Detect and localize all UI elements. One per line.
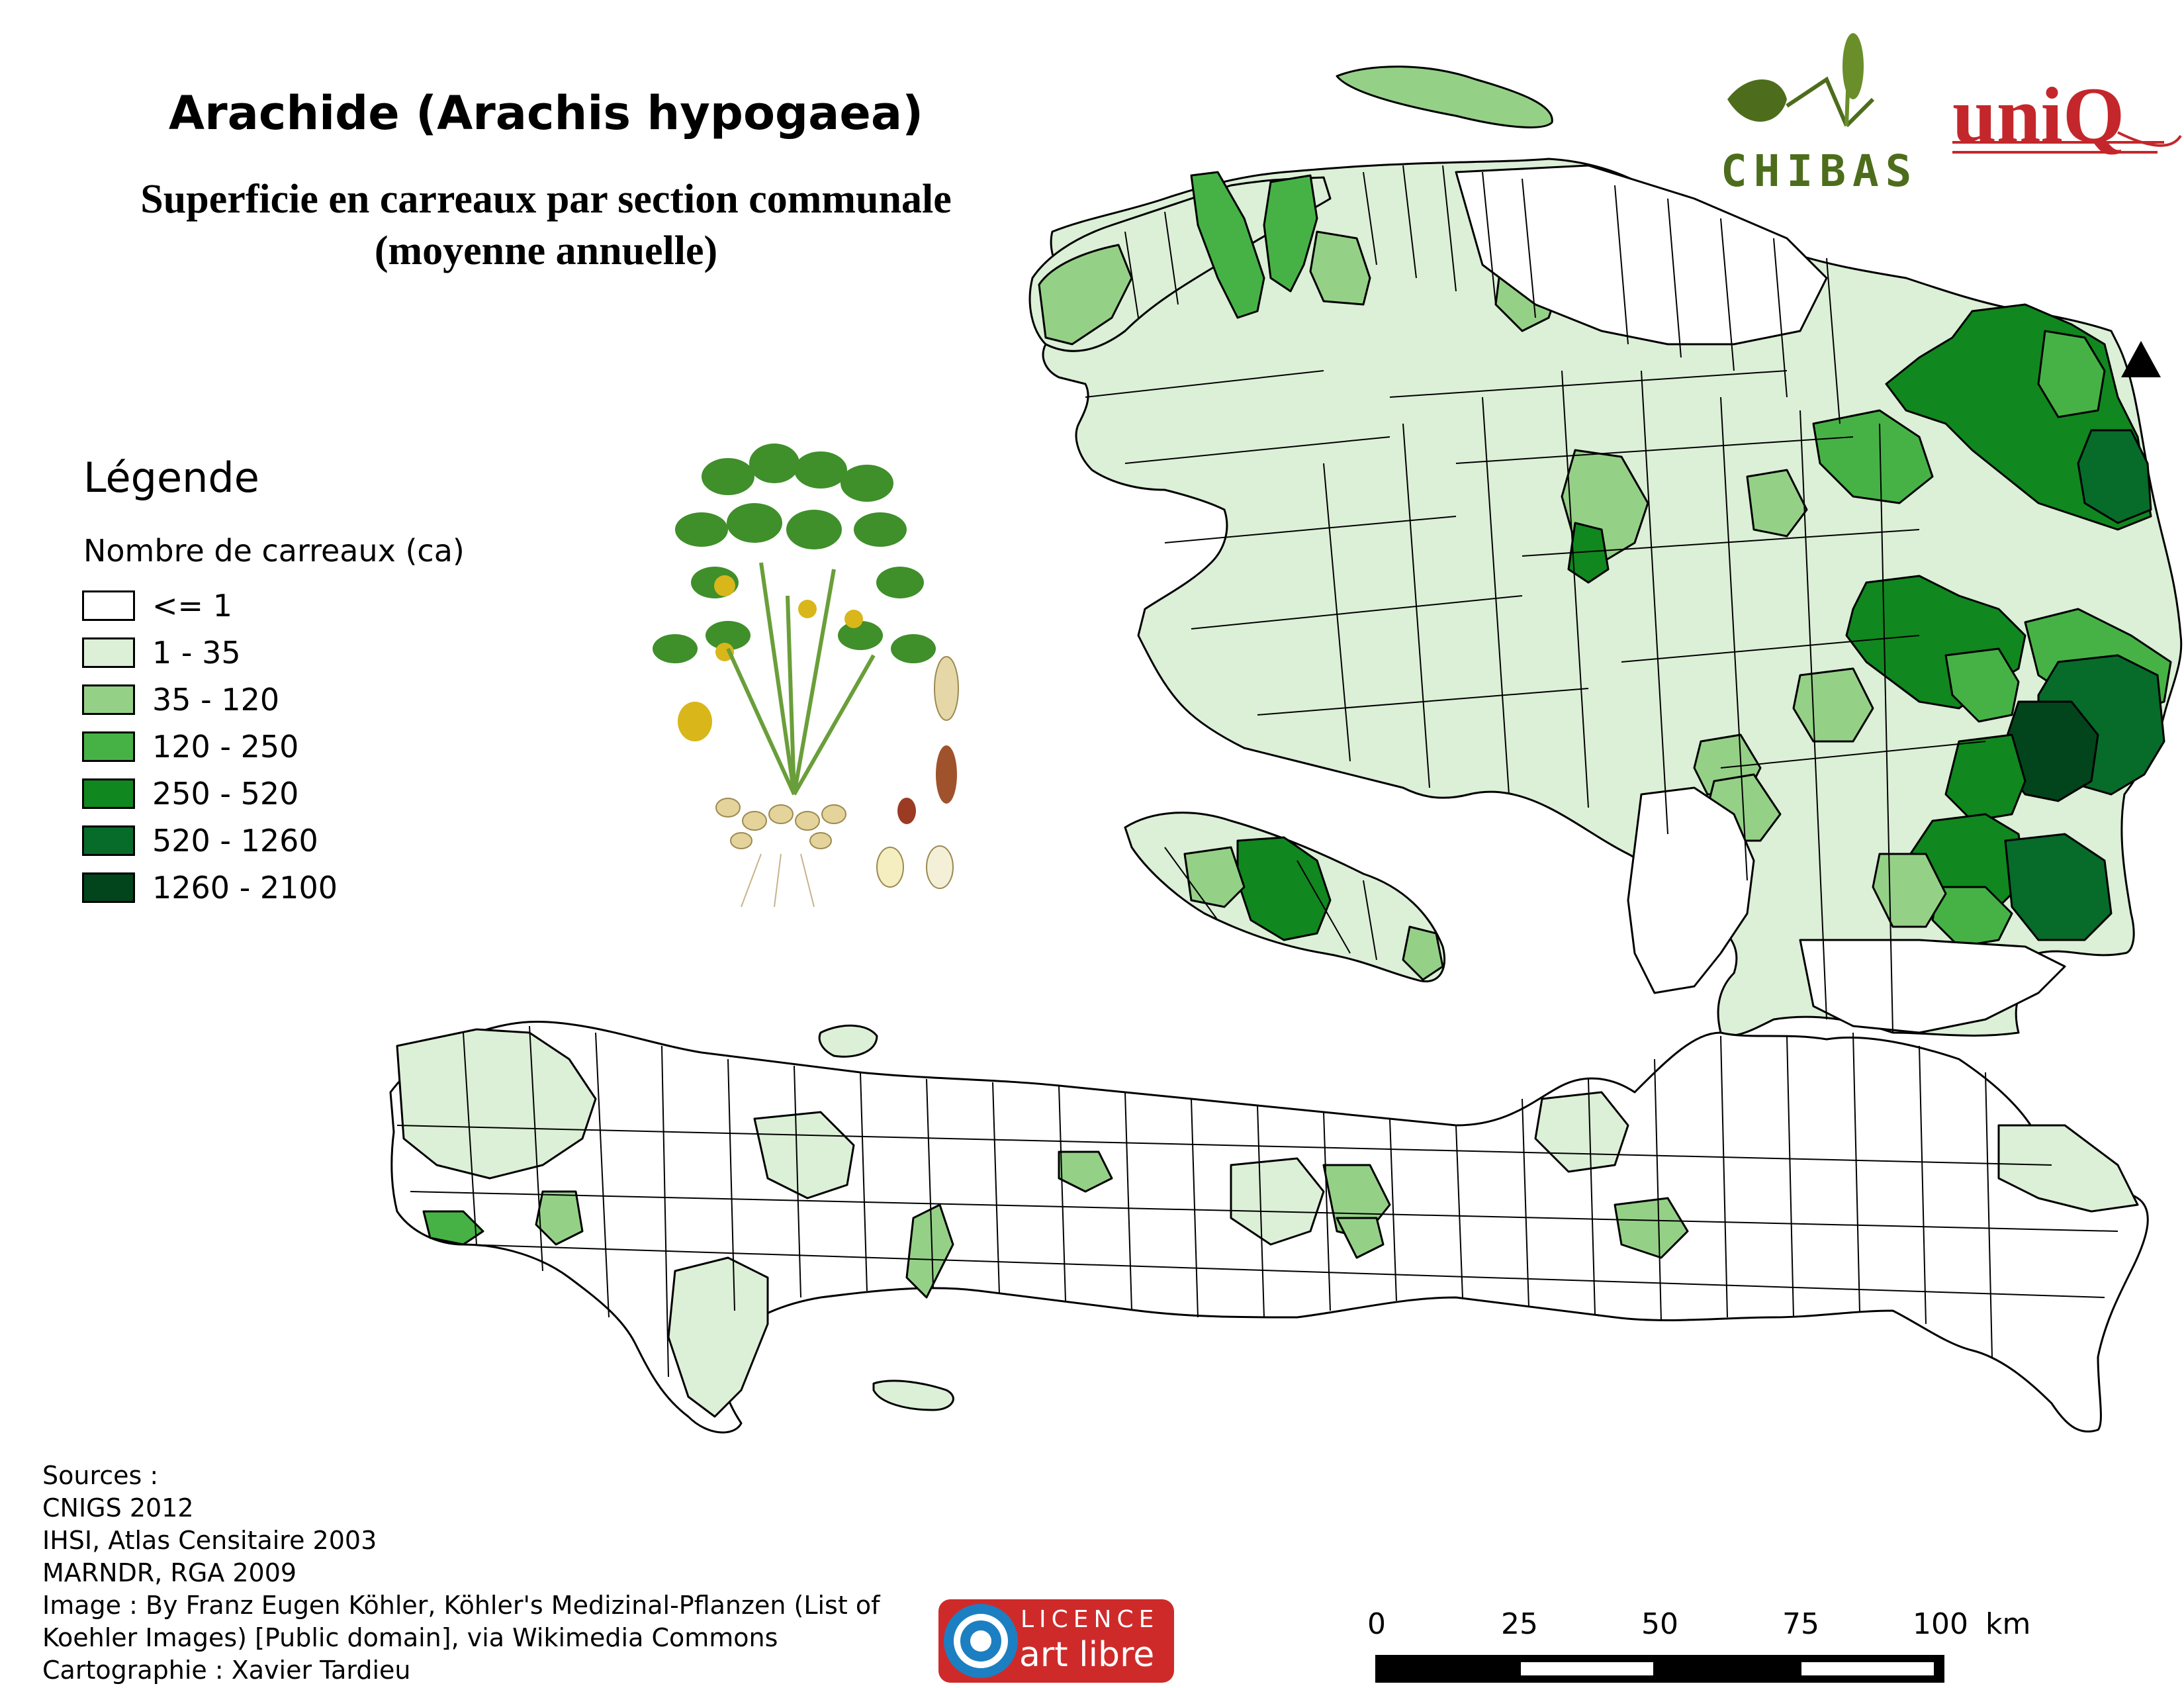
map-title: Arachide (Arachis hypogaea) [168, 86, 924, 140]
northwest-left [1038, 244, 1133, 346]
northeast-light-1 [2037, 330, 2106, 418]
peanut-plant-illustration [653, 444, 959, 908]
subtitle-line-2: (moyenne annuelle) [374, 228, 718, 273]
scale-tick-label: 50 [1641, 1607, 1678, 1641]
central-plateau-south-4 [1931, 886, 2013, 948]
map-subtitle: Superficie en carreaux par section commu… [0, 173, 1092, 277]
legend-title: Légende [83, 453, 259, 502]
northeast-dark-1 [2077, 429, 2152, 524]
northwest-strip-3 [1309, 230, 1371, 306]
far-east-light [1997, 1124, 2139, 1213]
legend-item: 250 - 520 [82, 776, 299, 812]
scale-bar [1375, 1655, 1944, 1683]
sources-line: Cartographie : Xavier Tardieu [42, 1656, 411, 1685]
tortuga-island [1336, 66, 1553, 128]
west-white [1627, 786, 1755, 994]
legend-item: 120 - 250 [82, 729, 299, 765]
northeast-band [1812, 409, 1934, 504]
legend-label: 1 - 35 [152, 635, 241, 671]
south-east-light [1534, 1091, 1629, 1173]
legend-item: <= 1 [82, 588, 232, 624]
legend-label: 1260 - 2100 [152, 870, 338, 906]
scale-tick-label: 75 [1782, 1607, 1819, 1641]
scale-unit: km [1985, 1607, 2031, 1641]
chibas-logo [1727, 33, 1875, 128]
uniq-logo-text: uniQ [1952, 71, 2125, 159]
legend-swatch [82, 684, 135, 715]
cayemites-island [818, 1024, 878, 1058]
uniq-logo-underline [1952, 131, 2182, 154]
central-plateau-east-2 [1944, 647, 2020, 723]
legend-swatch [82, 825, 135, 856]
legend-item: 35 - 120 [82, 682, 280, 718]
legend-item: 1 - 35 [82, 635, 241, 671]
chibas-logo-text: CHIBAS [1721, 146, 1919, 197]
legend-label: 35 - 120 [152, 682, 280, 718]
northwest-strip-2 [1263, 174, 1318, 293]
legend-swatch [82, 731, 135, 762]
sources-line: Sources : [42, 1461, 159, 1490]
north-center-patch [1746, 469, 1808, 538]
gonave-center [1236, 836, 1332, 941]
subtitle-line-1: Superficie en carreaux par section commu… [140, 177, 952, 222]
central-plateau-south [1944, 733, 2026, 822]
southeast-white [1799, 939, 2066, 1034]
scale-tick-label: 100 [1913, 1607, 1968, 1641]
sources-line: CNIGS 2012 [42, 1493, 194, 1523]
south-center-green-2 [1336, 1217, 1385, 1259]
central-plateau-light [1872, 853, 1947, 928]
legend-swatch [82, 872, 135, 903]
legend-subtitle: Nombre de carreaux (ca) [83, 533, 465, 569]
central-plateau-south-3 [2004, 833, 2113, 941]
sources-line: MARNDR, RGA 2009 [42, 1558, 297, 1587]
south-east-green [1614, 1197, 1689, 1259]
south-center-light [1230, 1157, 1325, 1246]
licence-art-libre-icon [938, 1599, 1174, 1683]
south-mid-green [1058, 1150, 1113, 1193]
northwest-strip-1 [1190, 171, 1265, 319]
legend-label: 250 - 520 [152, 776, 299, 812]
scale-tick-label: 25 [1501, 1607, 1538, 1641]
legend-item: 520 - 1260 [82, 823, 318, 859]
art-libre-label: art libre [1019, 1635, 1155, 1675]
legend-swatch [82, 778, 135, 809]
sources-line: IHSI, Atlas Censitaire 2003 [42, 1526, 377, 1555]
north-plain-white [1455, 164, 1828, 346]
legend-swatch [82, 590, 135, 621]
legend-label: 120 - 250 [152, 729, 299, 765]
section-boundaries [396, 165, 2118, 1378]
gonave-west [1183, 846, 1246, 908]
south-patch-green-1 [422, 1210, 484, 1246]
ile-a-vache [872, 1380, 954, 1411]
south-tip-light [667, 1256, 769, 1418]
legend-item: 1260 - 2100 [82, 870, 338, 906]
south-patch-green-2 [535, 1190, 584, 1246]
legend-label: <= 1 [152, 588, 232, 624]
south-mid-light [753, 1111, 855, 1199]
scale-tick-label: 0 [1367, 1607, 1386, 1641]
north-arrow-icon [2121, 341, 2161, 377]
south-patch-green-3 [905, 1203, 954, 1299]
north-plain-patch-2 [1567, 522, 1610, 584]
sources-line: Koehler Images) [Public domain], via Wik… [42, 1623, 778, 1652]
legend-label: 520 - 1260 [152, 823, 318, 859]
legend-swatch [82, 637, 135, 668]
sources-block: Sources : CNIGS 2012 IHSI, Atlas Censita… [42, 1460, 929, 1687]
licence-label: LICENCE [1021, 1606, 1160, 1633]
sources-line: Image : By Franz Eugen Köhler, Köhler's … [42, 1591, 880, 1620]
grand-anse [396, 1028, 597, 1180]
gonave-east [1402, 925, 1444, 981]
